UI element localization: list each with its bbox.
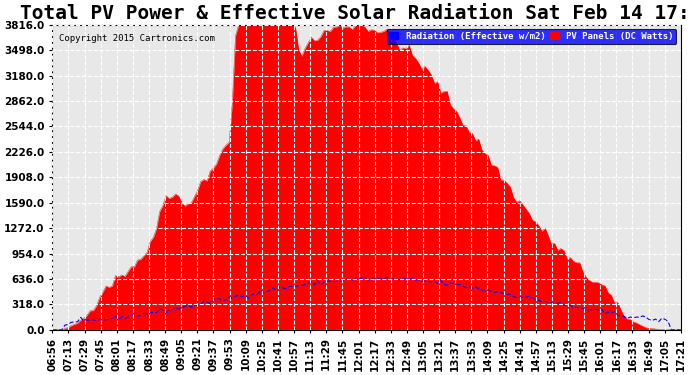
Text: Copyright 2015 Cartronics.com: Copyright 2015 Cartronics.com <box>59 34 215 43</box>
Title: Total PV Power & Effective Solar Radiation Sat Feb 14 17:24: Total PV Power & Effective Solar Radiati… <box>20 4 690 23</box>
Legend: Radiation (Effective w/m2), PV Panels (DC Watts): Radiation (Effective w/m2), PV Panels (D… <box>386 29 676 44</box>
